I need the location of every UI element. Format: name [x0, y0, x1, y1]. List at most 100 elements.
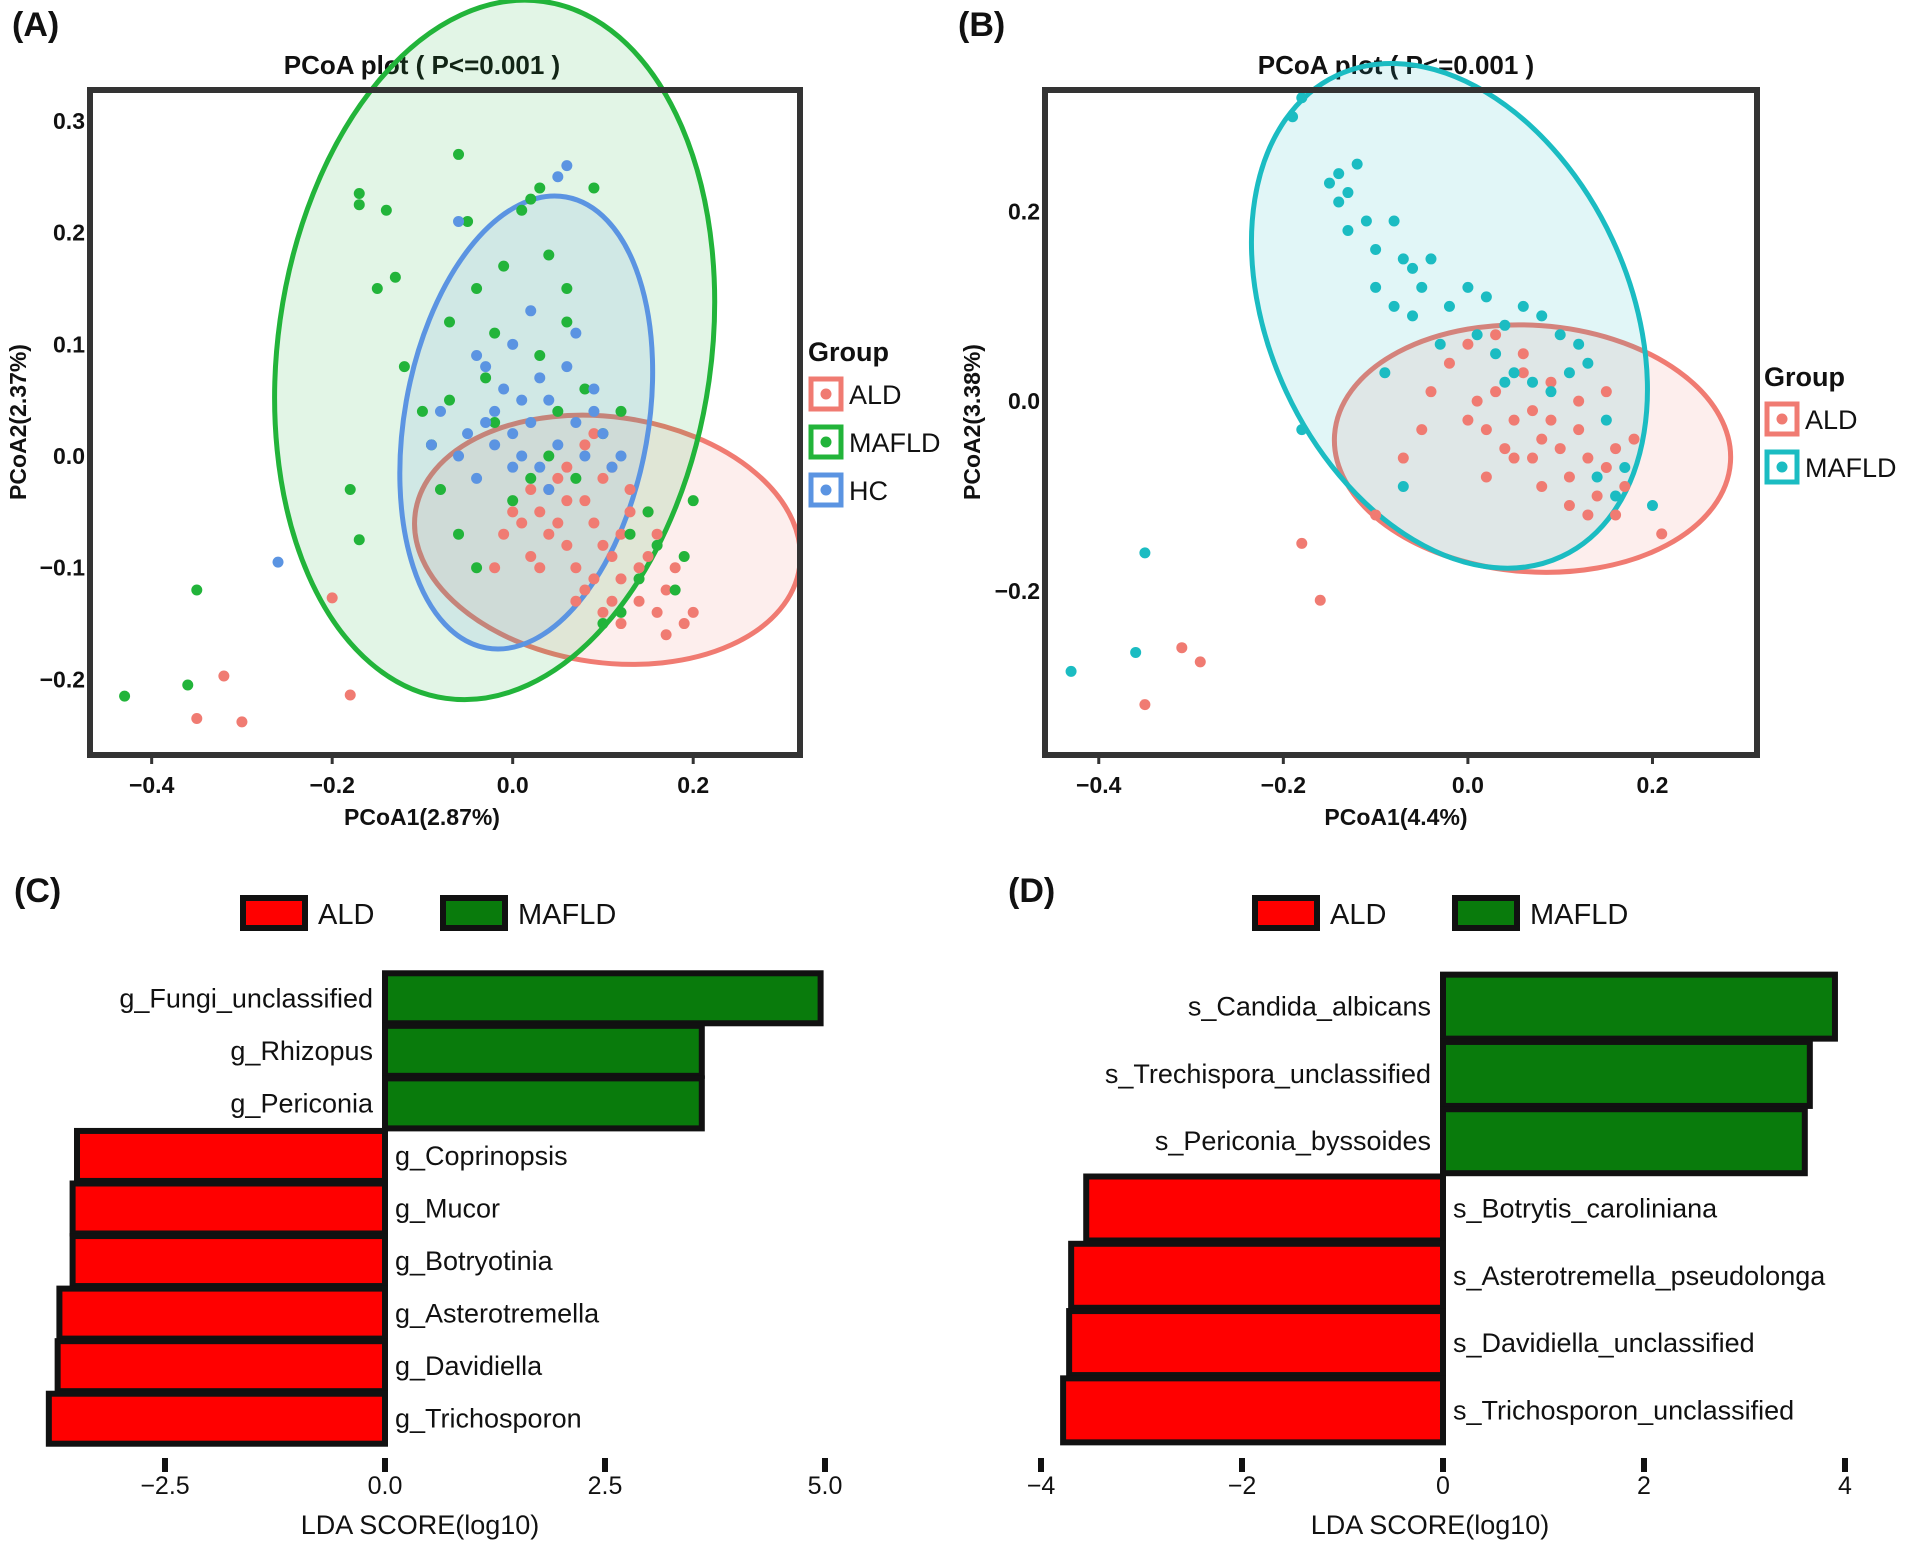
point-ald: [1545, 414, 1557, 426]
point-hc: [597, 428, 609, 440]
point-mafld: [561, 282, 573, 294]
point-mafld: [1388, 215, 1400, 227]
lda-x-tick-label: 4: [1838, 1472, 1852, 1500]
panel-d-legend-mafld-label: MAFLD: [1530, 899, 1628, 931]
panel-a-title: PCoA plot ( P<=0.001 ): [284, 50, 560, 80]
point-hc: [272, 556, 284, 568]
lda-bar-label: g_Periconia: [230, 1088, 374, 1118]
lda-bar: [1440, 1106, 1808, 1177]
legend-key-mafld: [1764, 449, 1800, 485]
panel-b-xlabel: PCoA1(4.4%): [1324, 804, 1467, 830]
point-hc: [425, 439, 437, 451]
x-tick-label: −0.4: [1076, 772, 1122, 798]
panel-c-legend: ALD MAFLD: [240, 895, 616, 931]
point-ald: [669, 562, 681, 574]
point-ald: [534, 562, 546, 574]
point-mafld: [1407, 262, 1419, 274]
point-mafld: [489, 417, 501, 428]
lda-bar-label: s_Asterotremella_pseudolonga: [1453, 1261, 1826, 1291]
point-ald: [624, 484, 636, 496]
point-ald: [1591, 490, 1603, 502]
ellipse-mafld: [272, 0, 718, 703]
point-mafld: [1287, 111, 1299, 123]
lda-bar-label: g_Davidiella: [395, 1351, 543, 1381]
lda-x-tick-label: 5.0: [808, 1472, 843, 1500]
panel-d-bars: s_Candida_albicans s_Trechispora_unclassi…: [1060, 971, 1838, 1446]
lda-bar: [1440, 971, 1838, 1042]
point-ald: [1610, 443, 1622, 455]
panel-b-points: [1065, 92, 1668, 711]
lda-bar: [45, 1390, 389, 1447]
y-tick-label: 0.1: [53, 331, 85, 357]
lda-bar: [54, 1338, 388, 1395]
point-mafld: [182, 679, 194, 691]
point-ald: [1563, 471, 1575, 483]
point-mafld: [543, 249, 555, 261]
point-ald: [597, 539, 609, 551]
legend-label-hc: HC: [849, 476, 888, 506]
point-ald: [1656, 528, 1668, 540]
point-mafld: [1462, 281, 1474, 293]
point-ald: [615, 618, 627, 630]
point-ald: [615, 573, 627, 585]
point-ald: [588, 517, 600, 529]
point-mafld: [471, 562, 483, 574]
point-ald: [561, 461, 573, 473]
point-mafld: [353, 199, 365, 211]
legend-dot-mafld: [1776, 461, 1788, 473]
point-hc: [534, 461, 546, 473]
point-hc: [462, 428, 474, 440]
point-mafld: [669, 584, 681, 596]
y-tick-label: 0.0: [1008, 388, 1040, 414]
point-ald: [615, 528, 627, 540]
point-mafld: [588, 182, 600, 194]
point-mafld: [453, 148, 465, 160]
panel-c-legend-ald-label: ALD: [318, 899, 374, 931]
point-ald: [1610, 509, 1622, 521]
point-ald: [1545, 376, 1557, 388]
point-ald: [1139, 699, 1151, 711]
point-mafld: [1536, 310, 1548, 322]
point-ald: [516, 517, 528, 529]
legend-dot-ald: [1776, 413, 1788, 425]
point-hc: [489, 439, 501, 451]
panel-a-x-ticks: −0.4 −0.2 0.0 0.2: [129, 755, 709, 798]
panel-a-ylabel: PCoA2(2.37%): [5, 344, 31, 500]
lda-bar-label: g_Coprinopsis: [395, 1141, 568, 1171]
point-mafld: [1388, 300, 1400, 312]
lda-bar: [69, 1180, 388, 1237]
point-mafld: [1379, 367, 1391, 379]
point-mafld: [543, 450, 555, 462]
point-ald: [579, 584, 591, 596]
point-ald: [579, 439, 591, 451]
point-ald: [660, 629, 672, 641]
point-hc: [516, 394, 528, 406]
point-hc: [516, 450, 528, 462]
point-ald: [534, 506, 546, 518]
legend-dot-hc: [820, 484, 832, 496]
point-hc: [615, 450, 627, 462]
point-mafld: [561, 316, 573, 328]
panel-c: (C) ALD MAFLD g_Fungi_unclassified g_Rhiz…: [14, 872, 842, 1540]
panel-a-legend-title: Group: [808, 337, 889, 367]
point-mafld: [624, 528, 636, 540]
point-ald: [1628, 433, 1640, 445]
panel-a-legend: Group ALD MAFLD HC: [808, 337, 941, 508]
point-ald: [552, 517, 564, 529]
lda-bar: [382, 970, 824, 1027]
point-hc: [453, 215, 465, 227]
point-ald: [651, 528, 663, 540]
point-mafld: [1563, 367, 1575, 379]
point-mafld: [1508, 367, 1520, 379]
point-ald: [1582, 452, 1594, 464]
lda-x-tick-label: −4: [1027, 1472, 1056, 1500]
lda-bar-label: g_Trichosporon: [395, 1404, 582, 1434]
point-mafld: [1407, 310, 1419, 322]
point-ald: [606, 595, 618, 607]
lda-bar: [1068, 1240, 1447, 1311]
point-ald: [678, 618, 690, 630]
legend-key-ald: [808, 376, 844, 412]
point-ald: [344, 689, 356, 701]
lda-x-tick-label: −2: [1228, 1472, 1257, 1500]
